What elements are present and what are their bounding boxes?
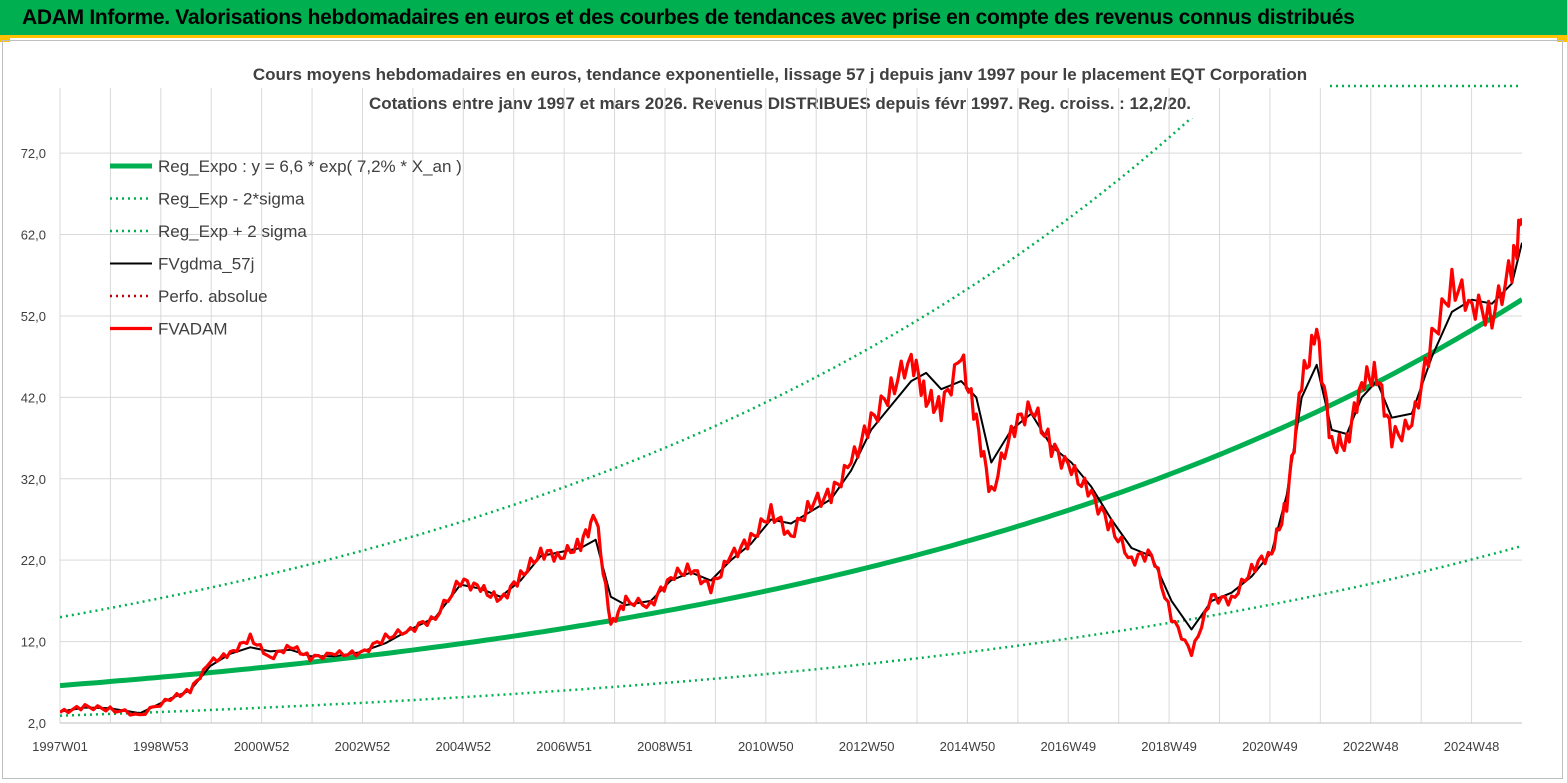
series-line [60, 242, 1522, 715]
legend-label: Reg_Exp + 2 sigma [158, 222, 307, 241]
legend-label: Perfo. absolue [158, 287, 268, 306]
x-tick-label: 1998W53 [133, 739, 189, 754]
y-tick-label: 72,0 [21, 146, 46, 161]
x-tick-label: 2018W49 [1141, 739, 1197, 754]
x-tick-label: 2002W52 [335, 739, 391, 754]
x-tick-label: 2006W51 [536, 739, 592, 754]
x-axis: 1997W01 1998W53 2000W52 2002W52 2004W52 2006W… [32, 722, 1522, 754]
y-tick-label: 12,0 [21, 635, 46, 650]
grid-lines [59, 88, 1522, 724]
x-tick-label: 1997W01 [32, 739, 88, 754]
x-tick-label: 2010W50 [738, 739, 794, 754]
legend-label: FVADAM [158, 320, 228, 339]
y-tick-label: 22,0 [21, 553, 46, 568]
x-tick-label: 2008W51 [637, 739, 693, 754]
x-tick-label: 2000W52 [234, 739, 290, 754]
chart-subtitle: Cotations entre janv 1997 et mars 2026. … [369, 94, 1191, 113]
x-tick-label: 2016W49 [1040, 739, 1096, 754]
x-tick-label: 2020W49 [1242, 739, 1298, 754]
x-tick-label: 2014W50 [940, 739, 996, 754]
series-line [60, 544, 1522, 717]
x-tick-label: 2004W52 [435, 739, 491, 754]
legend-label: Reg_Exp - 2*sigma [158, 190, 305, 209]
chart-title: Cours moyens hebdomadaires en euros, ten… [253, 65, 1307, 84]
plot-series [60, 84, 1522, 717]
series-line [60, 217, 1522, 717]
y-tick-label: 42,0 [21, 390, 46, 405]
y-tick-label: 32,0 [21, 472, 46, 487]
header-banner: ADAM Informe. Valorisations hebdomadaire… [0, 0, 1567, 38]
x-tick-label: 2012W50 [839, 739, 895, 754]
report-title: ADAM Informe. Valorisations hebdomadaire… [22, 6, 1355, 29]
legend-label: FVgdma_57j [158, 255, 254, 274]
legend: Reg_Expo : y = 6,6 * exp( 7,2% * X_an ) R… [110, 157, 462, 339]
y-axis: 2,0 12,0 22,0 32,0 42,0 52,0 62,0 72,0 [21, 146, 46, 731]
chart-frame [2, 40, 1563, 779]
series-line [60, 297, 1522, 689]
series-line [60, 118, 1194, 619]
y-tick-label: 52,0 [21, 309, 46, 324]
y-tick-label: 2,0 [28, 716, 46, 731]
legend-label: Reg_Expo : y = 6,6 * exp( 7,2% * X_an ) [158, 157, 462, 176]
x-tick-label: 2024W48 [1444, 739, 1500, 754]
x-tick-label: 2022W48 [1343, 739, 1399, 754]
y-tick-label: 62,0 [21, 228, 46, 243]
